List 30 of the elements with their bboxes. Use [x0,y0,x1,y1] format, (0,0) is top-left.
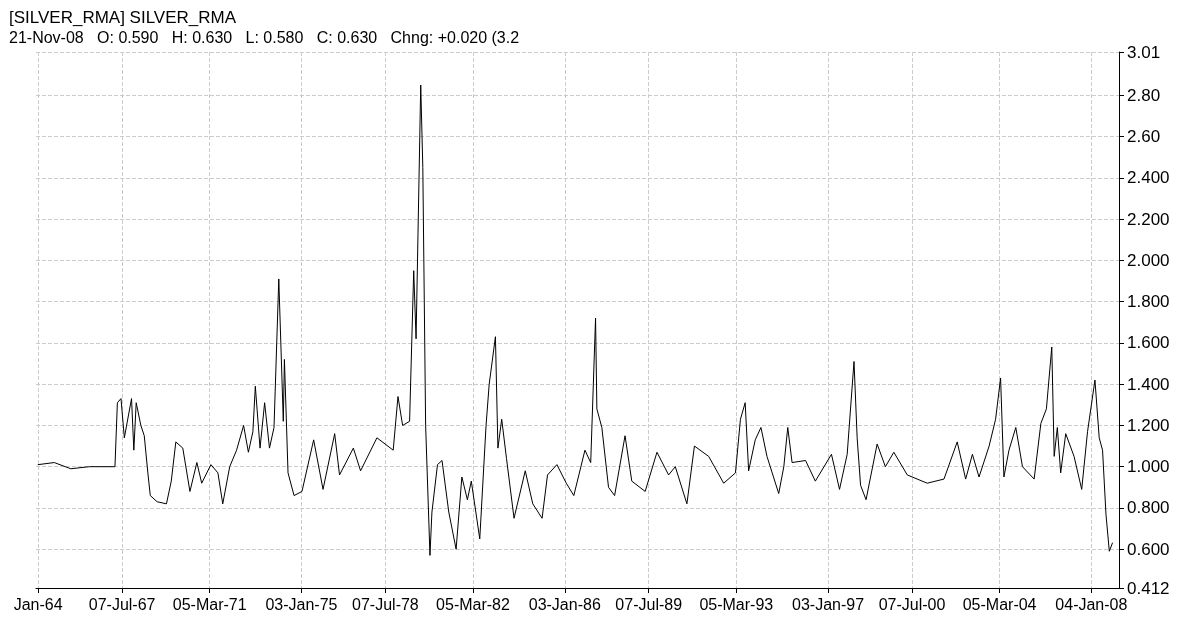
x-tick-label: 03-Jan-75 [265,595,338,613]
x-tick-label: 05-Mar-04 [962,595,1037,613]
y-tick-label: 0.800 [1127,498,1170,518]
chart-subtitle: 21-Nov-08 O: 0.590 H: 0.630 L: 0.580 C: 0.630 Chng: +0.020 (3.2 [9,28,520,46]
x-tick-label: 07-Jul-78 [352,595,419,613]
y-tick-label: 2.200 [1127,209,1170,229]
x-tick-label: 07-Jul-89 [615,595,683,613]
y-tick-label: 0.412 [1127,578,1170,598]
y-tick-label: 2.000 [1127,250,1170,270]
y-tick-label: 1.000 [1127,457,1170,477]
x-tick-label: 05-Mar-82 [436,595,511,613]
chart-title: [SILVER_RMA] SILVER_RMA [9,8,237,27]
x-tick-label: Jan-64 [13,595,63,613]
x-tick-label: 05-Mar-93 [699,595,774,613]
y-tick-label: 1.800 [1127,292,1170,312]
line-series [37,84,1113,556]
y-tick-label: 2.80 [1127,85,1161,105]
x-tick-label: 07-Jul-00 [878,595,946,613]
y-tick-label: 2.60 [1127,127,1161,147]
y-tick-label: 1.400 [1127,374,1170,394]
y-tick-label: 1.200 [1127,415,1170,435]
y-tick-label: 2.400 [1127,168,1170,188]
x-tick-label: 07-Jul-67 [88,595,156,613]
x-tick-label: 05-Mar-71 [172,595,247,613]
x-tick-label: 03-Jan-86 [528,595,601,613]
x-tick-label: 04-Jan-08 [1055,595,1128,613]
x-tick-label: 03-Jan-97 [792,595,865,613]
y-tick-label: 0.600 [1127,539,1170,559]
y-tick-label: 1.600 [1127,333,1170,353]
y-tick-label: 3.01 [1127,42,1161,62]
